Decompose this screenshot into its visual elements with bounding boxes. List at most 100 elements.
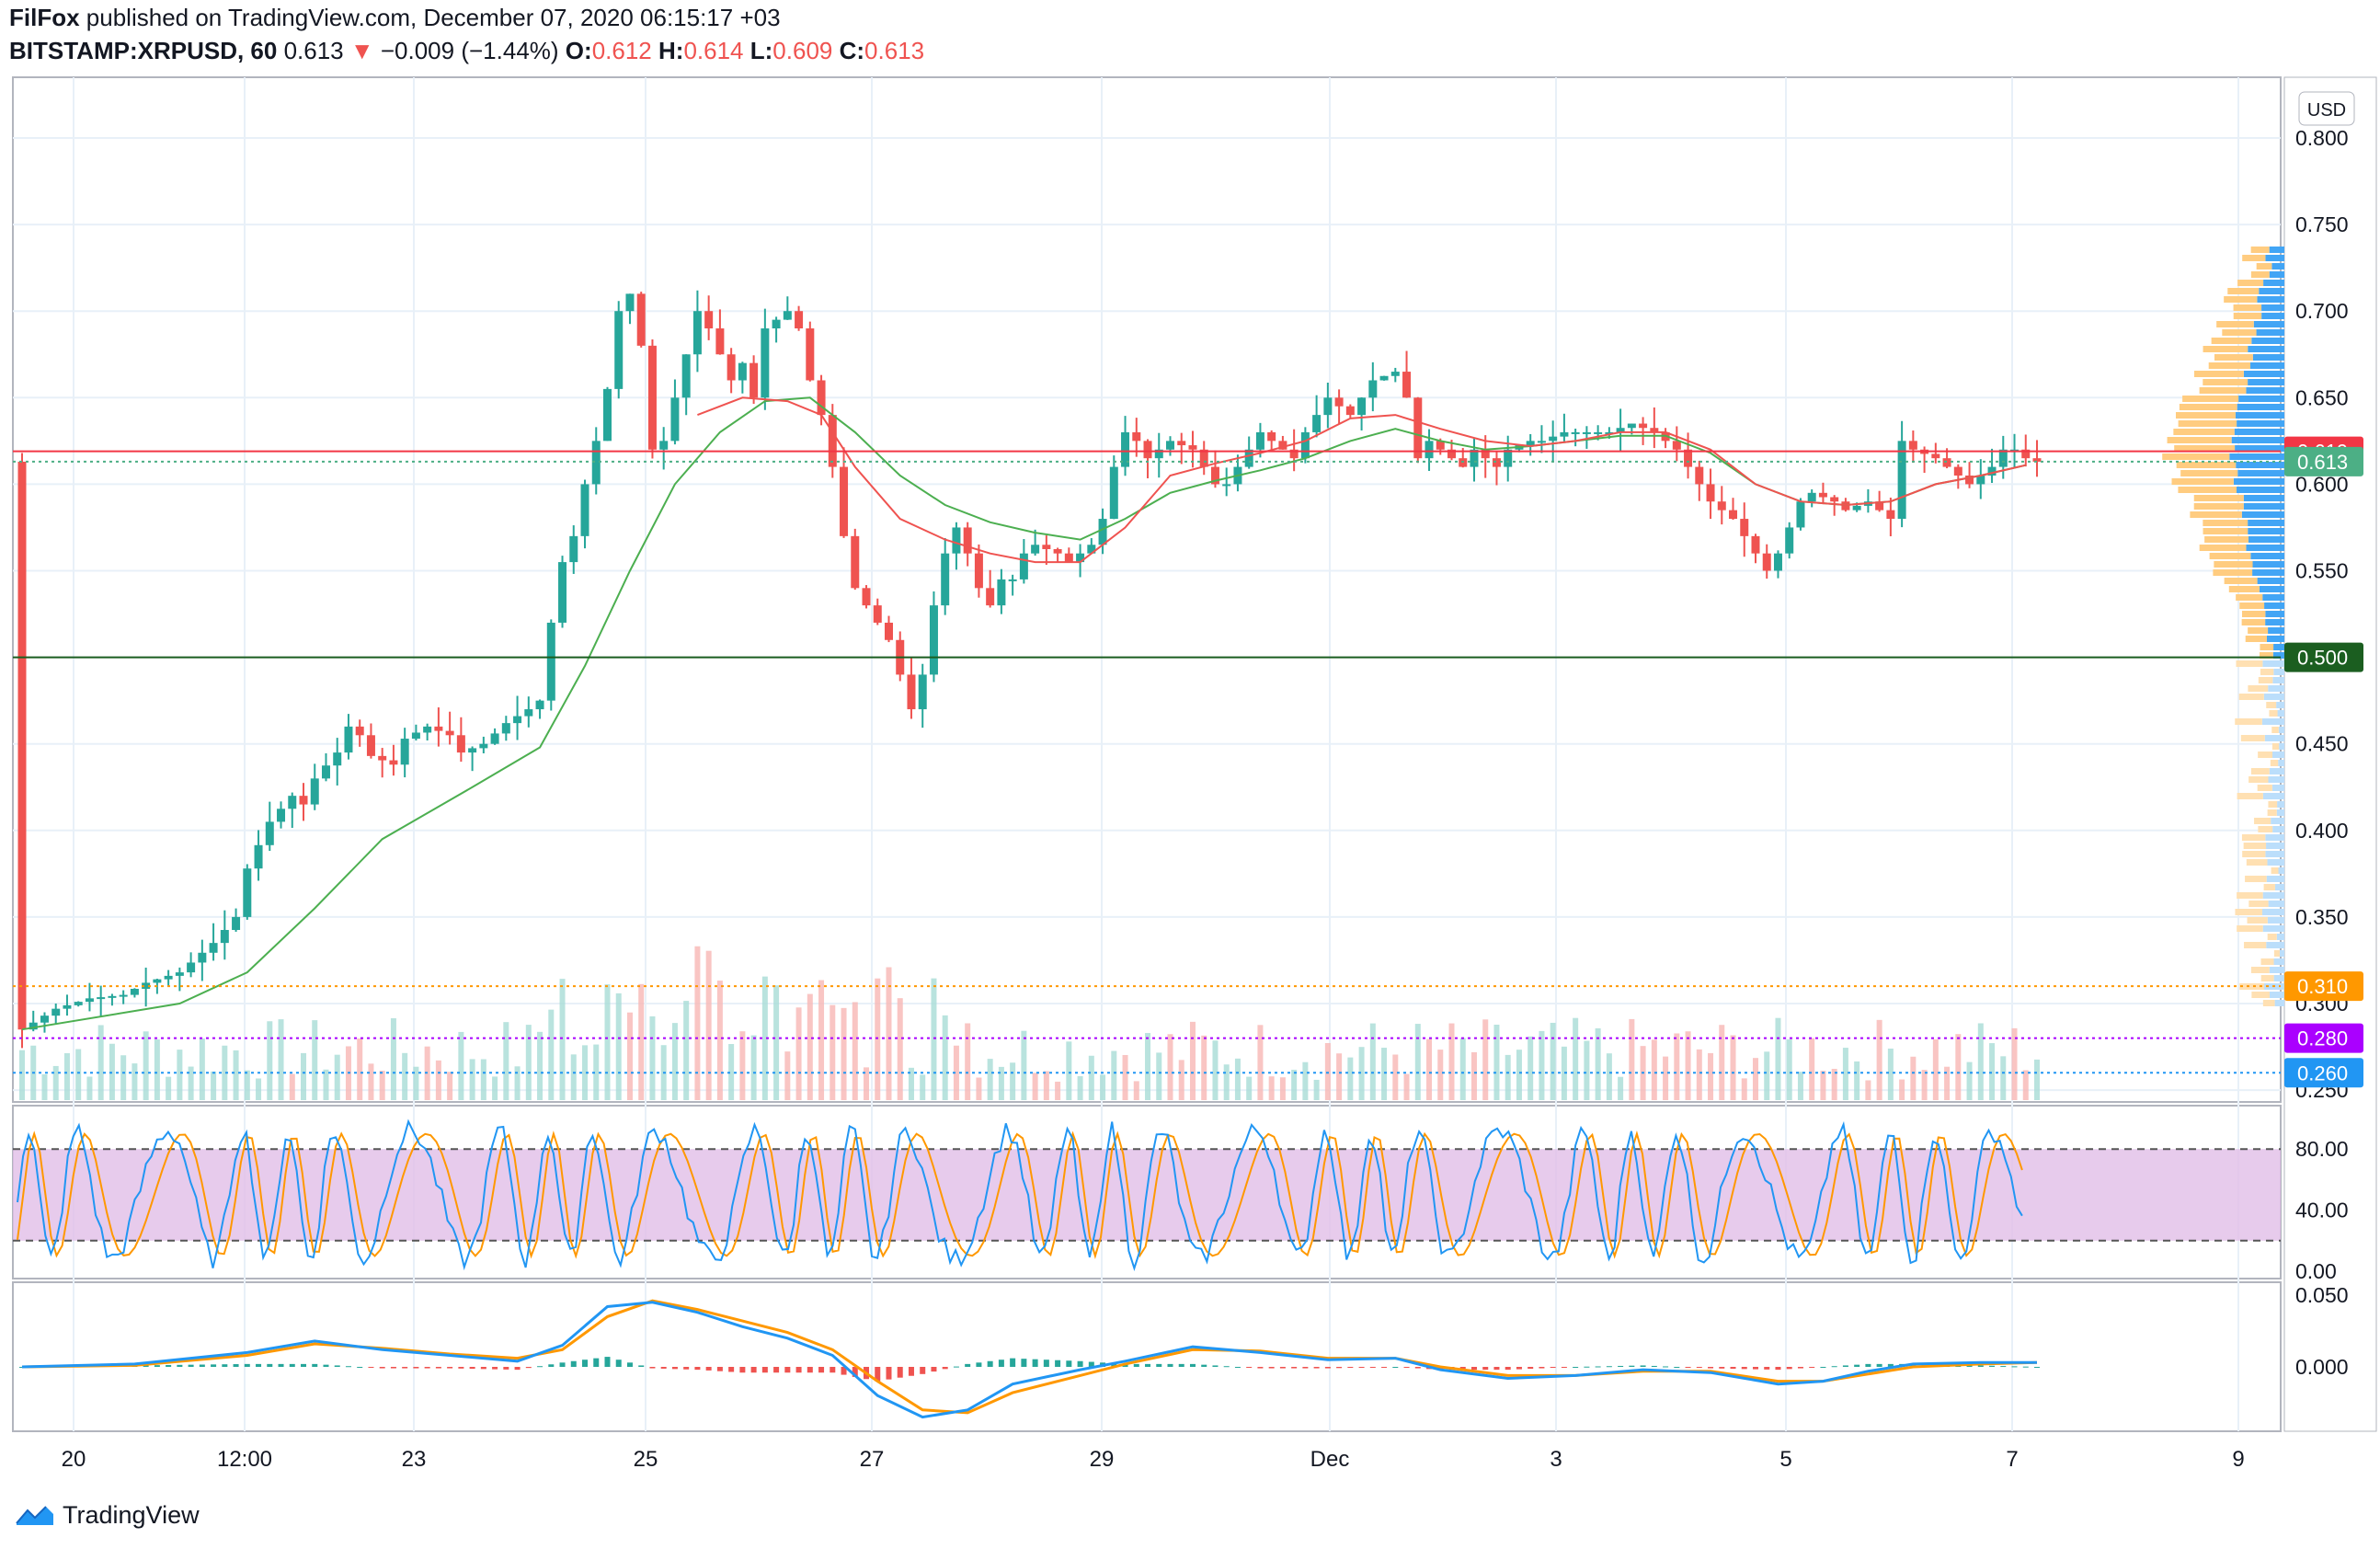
volume-bar — [1066, 1041, 1072, 1100]
candle-body — [647, 345, 657, 450]
vp-up-bar — [2272, 677, 2284, 683]
volume-bar — [1313, 1079, 1320, 1100]
x-tick-label: 27 — [860, 1447, 885, 1472]
macd-histogram-bar — [312, 1363, 318, 1367]
macd-histogram-bar — [1043, 1360, 1049, 1367]
candle-body — [851, 535, 860, 589]
macd-histogram-bar — [728, 1367, 735, 1372]
macd-histogram-bar — [480, 1367, 486, 1370]
macd-histogram-bar — [830, 1367, 836, 1373]
macd-histogram-bar — [1663, 1366, 1669, 1368]
vp-up-bar — [2274, 1000, 2284, 1006]
vp-up-bar — [2250, 553, 2284, 559]
vp-up-bar — [2246, 387, 2284, 394]
macd-histogram-bar — [886, 1367, 892, 1380]
tradingview-brand[interactable]: TradingView — [15, 1501, 200, 1530]
candle-body — [378, 755, 387, 761]
macd-histogram-bar — [1550, 1367, 1556, 1369]
macd-histogram-bar — [739, 1367, 746, 1373]
volume-bar — [154, 1038, 160, 1100]
volume-bar — [1910, 1056, 1917, 1100]
volume-bar — [1786, 1038, 1792, 1100]
macd-histogram-bar — [267, 1363, 273, 1367]
volume-bar — [559, 979, 566, 1100]
volume-bar — [514, 1066, 521, 1100]
macd-histogram-bar — [683, 1367, 690, 1370]
vp-up-bar — [2276, 809, 2284, 816]
vp-up-bar — [2264, 735, 2284, 741]
macd-histogram-bar — [345, 1366, 351, 1368]
macd-histogram-bar — [1392, 1367, 1399, 1368]
vp-down-bar — [2176, 412, 2236, 419]
vp-up-bar — [2271, 785, 2284, 791]
volume-bar — [582, 1045, 589, 1100]
vp-down-bar — [2173, 429, 2235, 435]
candle-body — [738, 362, 747, 381]
vp-up-bar — [2237, 470, 2284, 476]
volume-bar — [233, 1050, 239, 1100]
candle-body — [299, 796, 308, 805]
candle-body — [1582, 431, 1591, 434]
price-tick-label: 0.350 — [2295, 905, 2349, 929]
macd-histogram-bar — [1403, 1367, 1410, 1368]
vp-down-bar — [2236, 594, 2263, 601]
volume-bar — [1842, 1048, 1848, 1100]
vp-up-bar — [2248, 346, 2284, 352]
candle-body — [1931, 453, 1940, 459]
vp-up-bar — [2251, 338, 2284, 344]
macd-histogram-bar — [593, 1358, 600, 1367]
volume-bar — [1437, 1050, 1444, 1100]
vp-down-bar — [2242, 255, 2266, 261]
price-label-box — [2284, 1023, 2363, 1053]
vp-down-bar — [2242, 851, 2266, 857]
vp-down-bar — [2239, 983, 2265, 990]
price-tick-label: 0.550 — [2295, 559, 2349, 583]
volume-bar — [615, 993, 622, 1100]
currency-button — [2298, 91, 2355, 126]
price-axis-bg — [2283, 76, 2377, 1432]
vp-up-bar — [2265, 834, 2284, 841]
candle-body — [1019, 553, 1028, 579]
vp-down-bar — [2266, 702, 2277, 708]
candle-body — [558, 562, 567, 623]
candle-body — [1368, 380, 1378, 398]
volume-bar — [818, 980, 825, 1100]
candle-body — [1650, 428, 1659, 432]
volume-bar — [368, 1063, 374, 1100]
macd-histogram-bar — [1021, 1359, 1027, 1367]
vp-down-bar — [2260, 958, 2274, 965]
vp-up-bar — [2261, 909, 2284, 915]
candle-body — [1357, 397, 1367, 416]
candle-body — [1729, 510, 1738, 520]
volume-bar — [852, 1002, 858, 1100]
candle-body — [119, 994, 128, 997]
candle-body — [1177, 441, 1186, 446]
vp-up-bar — [2261, 304, 2284, 311]
candle-body — [1188, 445, 1197, 450]
candle-body — [659, 441, 669, 450]
volume-bar — [503, 1022, 509, 1100]
candle-body — [1042, 545, 1051, 549]
macd-histogram-bar — [1786, 1367, 1792, 1370]
author-name[interactable]: FilFox — [9, 4, 80, 31]
macd-histogram-bar — [2011, 1366, 2018, 1368]
candle-body — [1121, 431, 1130, 467]
macd-histogram-bar — [784, 1367, 791, 1373]
symbol-name[interactable]: BITSTAMP:XRPUSD, 60 — [9, 37, 278, 64]
macd-histogram-bar — [1977, 1365, 1984, 1367]
volume-bar — [739, 1031, 746, 1100]
volume-bar — [1223, 1064, 1230, 1100]
candle-body — [907, 674, 916, 710]
candle-body — [602, 388, 612, 442]
candle-body — [1976, 475, 1985, 485]
candle-body — [670, 397, 680, 442]
macd-histogram-bar — [1842, 1365, 1848, 1367]
candle-body — [74, 1002, 83, 1005]
candle-body — [40, 1015, 49, 1023]
macd-histogram-bar — [492, 1367, 498, 1370]
vp-down-bar — [2214, 561, 2253, 568]
candle-body — [1413, 397, 1423, 459]
vp-up-bar — [2267, 859, 2284, 866]
candle-body — [1199, 449, 1208, 467]
